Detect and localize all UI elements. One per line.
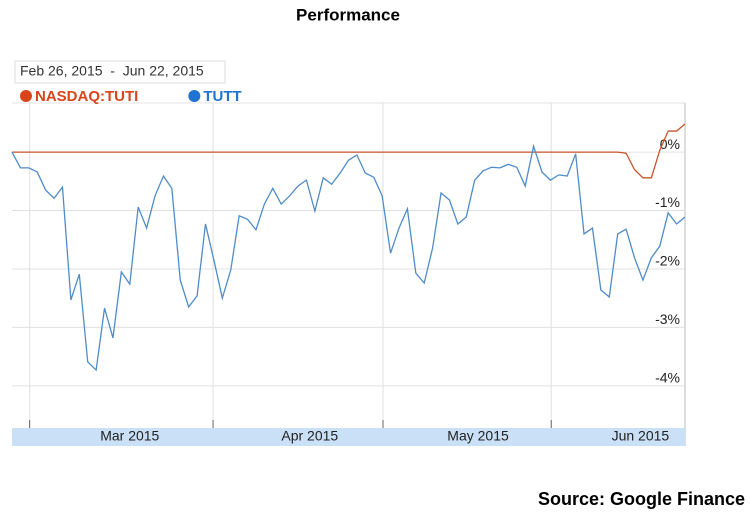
legend-marker [188, 90, 201, 102]
date-range: Feb 26, 2015 - Jun 22, 2015 [20, 63, 204, 79]
x-tick-label: Mar 2015 [100, 428, 159, 444]
series-line [11, 143, 686, 372]
x-axis-band [12, 428, 685, 446]
source: Source: Google Finance [538, 489, 745, 509]
legend-marker [20, 90, 32, 102]
y-tick-label: -4% [655, 370, 680, 386]
series-line [12, 123, 686, 179]
chart-title: Performance [296, 5, 400, 24]
y-tick-label: -2% [655, 253, 680, 269]
x-tick-label: Jun 2015 [612, 428, 670, 444]
legend-label: TUTT [203, 88, 241, 105]
x-tick-label: May 2015 [447, 428, 509, 444]
y-tick-label: -3% [655, 311, 680, 327]
y-tick-label: -1% [655, 194, 680, 210]
date-range-box [14, 60, 226, 84]
x-tick-label: Apr 2015 [281, 428, 338, 444]
legend-label: NASDAQ:TUTI [35, 88, 138, 105]
